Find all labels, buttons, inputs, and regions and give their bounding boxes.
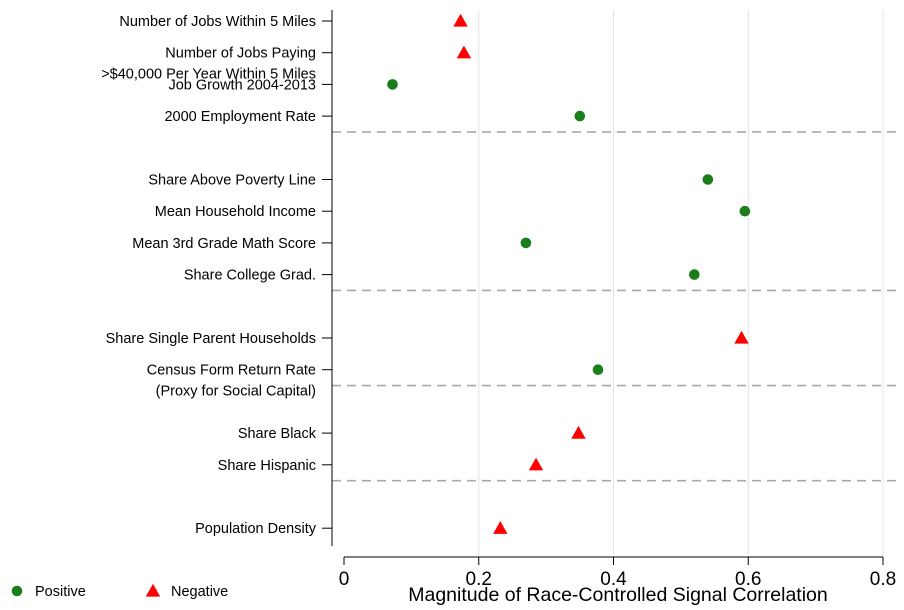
x-axis-ticks: 0 0.2 0.4 0.6 0.8 xyxy=(339,557,896,590)
point-negative xyxy=(453,13,468,27)
legend-marker-negative xyxy=(145,583,161,597)
point-negative xyxy=(528,457,544,471)
point-positive xyxy=(574,110,586,122)
category-label: 2000 Employment Rate xyxy=(164,109,316,125)
x-axis-title: Magnitude of Race-Controlled Signal Corr… xyxy=(408,584,827,606)
group-separators xyxy=(332,131,900,482)
category-label: Mean Household Income xyxy=(155,204,316,220)
data-points xyxy=(387,13,751,534)
point-negative xyxy=(571,425,586,439)
point-positive xyxy=(739,205,751,217)
category-label: (Proxy for Social Capital) xyxy=(156,384,316,400)
point-negative xyxy=(493,521,508,534)
x-tick-label: 0.2 xyxy=(466,569,492,590)
category-label: >$40,000 Per Year Within 5 Miles xyxy=(101,67,316,83)
point-positive xyxy=(689,269,700,280)
point-positive xyxy=(592,364,604,376)
category-label: Population Density xyxy=(195,521,317,537)
category-label: Number of Jobs Paying xyxy=(165,46,316,62)
category-label: Share Black xyxy=(238,426,317,442)
category-label: Job Growth 2004-2013 xyxy=(168,77,316,93)
legend-label: Positive xyxy=(35,584,86,600)
legend: Positive Negative xyxy=(11,583,228,600)
grid xyxy=(478,10,884,557)
x-tick-label: 0 xyxy=(339,569,350,590)
point-negative xyxy=(734,330,749,344)
category-label: Census Form Return Rate xyxy=(147,363,316,379)
legend-label: Negative xyxy=(171,584,228,600)
x-tick-label: 0.6 xyxy=(735,569,761,590)
category-label: Number of Jobs Within 5 Miles xyxy=(119,14,316,30)
category-labels: Number of Jobs Within 5 Miles Number of J… xyxy=(101,14,332,537)
x-tick-label: 0.8 xyxy=(870,569,896,590)
legend-marker-positive xyxy=(11,585,23,597)
x-tick-label: 0.4 xyxy=(600,569,627,590)
category-label: Share Above Poverty Line xyxy=(148,173,316,189)
point-positive xyxy=(520,237,532,249)
category-label: Share Single Parent Households xyxy=(106,331,316,347)
category-label: Share College Grad. xyxy=(184,268,316,284)
point-positive xyxy=(387,79,398,90)
category-label: Mean 3rd Grade Math Score xyxy=(132,236,316,252)
point-negative xyxy=(456,45,472,59)
category-label: Share Hispanic xyxy=(218,458,316,474)
point-positive xyxy=(702,174,714,185)
